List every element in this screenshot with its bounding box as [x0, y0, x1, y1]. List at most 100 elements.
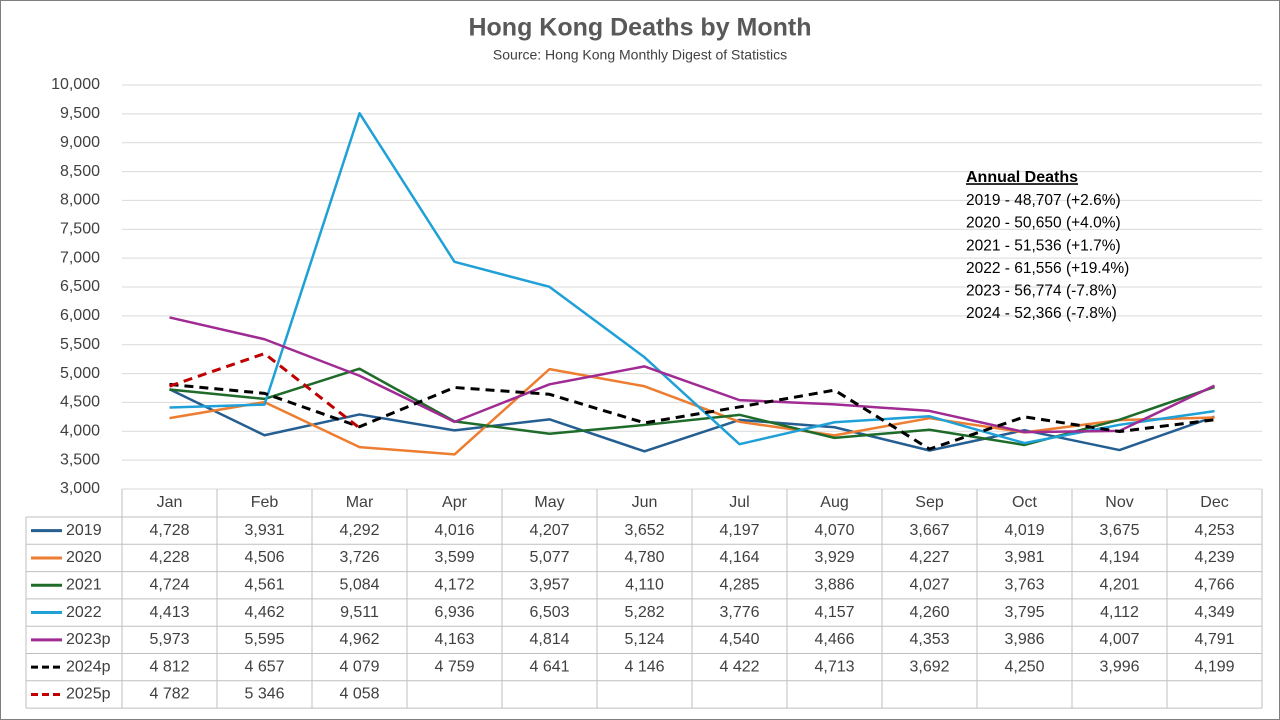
table-value: 5,077	[529, 549, 569, 566]
table-value: 4,227	[909, 549, 949, 566]
x-tick-label: Oct	[1012, 494, 1037, 511]
annotation-line: 2021 - 51,536 (+1.7%)	[966, 237, 1121, 254]
table-value: 4,506	[244, 549, 284, 566]
table-value: 4,007	[1099, 631, 1139, 648]
table-value: 4,070	[814, 522, 854, 539]
table-value: 6,503	[529, 604, 569, 621]
table-value: 3,795	[1004, 604, 1044, 621]
table-value: 4,164	[719, 549, 759, 566]
table-value: 4,353	[909, 631, 949, 648]
table-value: 6,936	[434, 604, 474, 621]
annotation-line: 2020 - 50,650 (+4.0%)	[966, 215, 1121, 232]
table-value: 3,931	[244, 522, 284, 539]
series-line	[169, 367, 1215, 456]
table-value: 4,561	[244, 576, 284, 593]
y-tick-label: 6,500	[60, 278, 100, 295]
legend-label: 2025p	[66, 686, 111, 703]
y-tick-label: 7,500	[60, 221, 100, 238]
table-value: 4,201	[1099, 576, 1139, 593]
annotation-line: 2024 - 52,366 (-7.8%)	[966, 305, 1117, 322]
table-value: 4,285	[719, 576, 759, 593]
chart-title: Hong Kong Deaths by Month	[468, 14, 811, 42]
table-value: 3,726	[339, 549, 379, 566]
table-value: 4,962	[339, 631, 379, 648]
table-value: 4,260	[909, 604, 949, 621]
y-tick-label: 10,000	[51, 76, 100, 93]
table-value: 4,027	[909, 576, 949, 593]
table-value: 5,124	[624, 631, 664, 648]
x-tick-label: May	[534, 494, 564, 511]
table-value: 4 812	[149, 658, 189, 675]
table-value: 4,194	[1099, 549, 1139, 566]
x-tick-label: Jul	[729, 494, 749, 511]
y-tick-label: 6,000	[60, 307, 100, 324]
table-value: 4,728	[149, 522, 189, 539]
table-value: 3,981	[1004, 549, 1044, 566]
legend-label: 2022	[66, 604, 102, 621]
legend-label: 2020	[66, 549, 102, 566]
table-value: 5,595	[244, 631, 284, 648]
table-value: 5,282	[624, 604, 664, 621]
table-value: 3,652	[624, 522, 664, 539]
table-value: 4,157	[814, 604, 854, 621]
y-tick-label: 7,000	[60, 249, 100, 266]
table-value: 4,197	[719, 522, 759, 539]
table-value: 5,973	[149, 631, 189, 648]
table-value: 3,692	[909, 658, 949, 675]
y-tick-label: 9,500	[60, 105, 100, 122]
annotation-line: 2019 - 48,707 (+2.6%)	[966, 192, 1121, 209]
table-value: 4,466	[814, 631, 854, 648]
series-line	[169, 352, 361, 430]
table-value: 4,292	[339, 522, 379, 539]
table-value: 3,599	[434, 549, 474, 566]
table-value: 3,929	[814, 549, 854, 566]
series-line	[169, 111, 1215, 446]
x-tick-label: Sep	[915, 494, 944, 511]
table-value: 4 079	[339, 658, 379, 675]
table-value: 4,199	[1194, 658, 1234, 675]
legend-label: 2024p	[66, 658, 111, 675]
table-value: 4 058	[339, 686, 379, 703]
y-tick-label: 4,500	[60, 394, 100, 411]
series-line	[169, 382, 1215, 451]
table-value: 4,462	[244, 604, 284, 621]
table-value: 4 641	[529, 658, 569, 675]
legend-label: 2021	[66, 576, 102, 593]
annotation-line: 2022 - 61,556 (+19.4%)	[966, 260, 1129, 277]
table-value: 4 657	[244, 658, 284, 675]
table-value: 4,172	[434, 576, 474, 593]
table-value: 4,713	[814, 658, 854, 675]
table-value: 9,511	[340, 604, 379, 621]
table-value: 3,667	[909, 522, 949, 539]
table-value: 3,886	[814, 576, 854, 593]
x-tick-label: Jun	[632, 494, 658, 511]
legend-label: 2019	[66, 522, 102, 539]
table-value: 4,019	[1004, 522, 1044, 539]
x-tick-label: Jan	[157, 494, 183, 511]
y-tick-label: 3,500	[60, 451, 100, 468]
y-tick-label: 8,500	[60, 163, 100, 180]
y-tick-label: 9,000	[60, 134, 100, 151]
table-value: 4,228	[149, 549, 189, 566]
y-tick-label: 5,000	[60, 365, 100, 382]
table-value: 3,996	[1099, 658, 1139, 675]
table-value: 3,986	[1004, 631, 1044, 648]
table-value: 4 146	[624, 658, 664, 675]
table-value: 4,110	[625, 576, 664, 593]
x-tick-label: Nov	[1105, 494, 1133, 511]
x-tick-label: Dec	[1200, 494, 1228, 511]
series-line	[168, 388, 1215, 453]
table-value: 3,675	[1099, 522, 1139, 539]
legend-label: 2023p	[66, 631, 111, 648]
annotation-title: Annual Deaths	[966, 169, 1078, 186]
table-value: 5 346	[244, 686, 284, 703]
table-value: 4,349	[1194, 604, 1234, 621]
table-value: 4,413	[149, 604, 189, 621]
series-line	[169, 316, 1216, 434]
x-tick-label: Feb	[251, 494, 279, 511]
table-value: 4,112	[1100, 604, 1139, 621]
table-value: 4,253	[1194, 522, 1234, 539]
table-value: 4 759	[434, 658, 474, 675]
